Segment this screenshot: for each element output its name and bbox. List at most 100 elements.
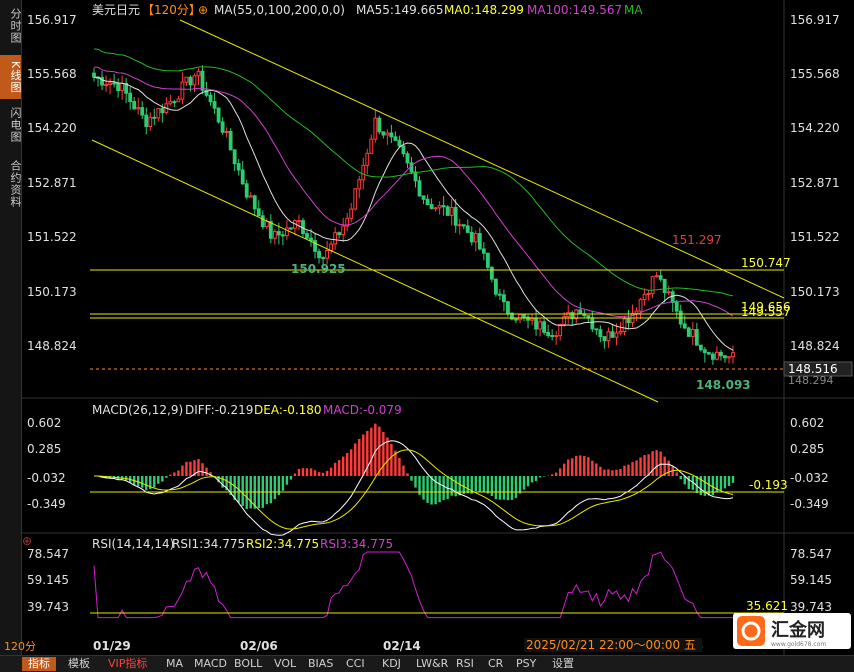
candle-up (192, 75, 197, 86)
tab-bias[interactable]: BIAS (308, 657, 334, 670)
macd-diff-line (94, 440, 734, 536)
ma-params: MA(55,0,100,200,0,0) (214, 3, 345, 17)
tab-kdj[interactable]: KDJ (382, 657, 401, 670)
candle-down (401, 145, 406, 155)
candle-up (538, 321, 542, 330)
candle-up (108, 82, 112, 85)
candle-down (128, 92, 133, 102)
candle-up (248, 195, 253, 198)
ma-tail: MA (624, 3, 643, 17)
tab-rsi[interactable]: RSI (456, 657, 474, 670)
candle-down (542, 321, 547, 333)
candle-up (285, 227, 289, 237)
candle-down (602, 336, 607, 342)
candle-down (244, 183, 249, 198)
right-rsi-tick-2: 59.145 (790, 573, 832, 587)
candle-down (289, 227, 293, 230)
candle-down (160, 108, 165, 114)
right-tick-4: 152.871 (790, 176, 840, 190)
tab-flash[interactable]: 闪电图 (9, 107, 22, 143)
candle-up (325, 250, 330, 259)
candle-down (280, 234, 285, 237)
candle-up (473, 233, 478, 243)
candle-down (481, 248, 486, 254)
upper-trendline[interactable] (179, 19, 785, 299)
tab-template[interactable]: 模板 (68, 657, 90, 670)
candle-down (220, 121, 225, 133)
ma100-value: MA100:149.567 (527, 3, 622, 17)
right-tick-2: 155.568 (790, 67, 840, 81)
candle-up (180, 81, 185, 100)
candle-up (727, 356, 731, 359)
candle-up (196, 70, 201, 77)
sidebar: 分时图 K线图 闪电图 合约资料 (0, 0, 22, 655)
candle-down (662, 278, 667, 294)
candle-up (264, 221, 269, 228)
candle-down (92, 72, 96, 78)
left-tick-7: 148.824 (27, 339, 77, 353)
right-tick-1: 156.917 (790, 13, 840, 27)
price-tag-box (783, 361, 853, 377)
tab-ma[interactable]: MA (166, 657, 184, 670)
ma-white-line (93, 76, 734, 351)
tab-boll[interactable]: BOLL (234, 657, 263, 670)
candle-down (469, 231, 474, 243)
macd-value: MACD:-0.079 (323, 403, 402, 417)
tab-psy[interactable]: PSY (516, 657, 537, 670)
left-macd-tick-4: -0.349 (27, 497, 66, 511)
chart-canvas[interactable]: 美元日元 【120分】 ⊕ MA(55,0,100,200,0,0) MA55:… (0, 0, 854, 655)
candle-up (329, 243, 334, 252)
left-tick-2: 155.568 (27, 67, 77, 81)
ma55-value: MA55:149.665 (356, 3, 444, 17)
left-rsi-tick-3: 39.743 (27, 600, 69, 614)
candle-down (550, 335, 555, 338)
tab-kline[interactable]: K线图 (0, 55, 22, 99)
tab-cr[interactable]: CR (488, 657, 504, 670)
collapse-icon[interactable]: ⊕ (22, 534, 32, 548)
macd-dea-line (94, 449, 734, 530)
candle-down (594, 328, 599, 331)
tab-cci[interactable]: CCI (346, 657, 365, 670)
candle-up (349, 208, 354, 219)
candle-down (216, 107, 221, 123)
candle-up (554, 335, 559, 338)
tab-settings[interactable]: 设置 (552, 657, 574, 670)
candle-down (706, 352, 711, 355)
candle-down (397, 139, 402, 147)
candle-down (232, 149, 237, 165)
settings-icon[interactable]: ⊕ (198, 3, 208, 17)
logo-icon (737, 616, 765, 646)
tab-lwr[interactable]: LW&R (416, 657, 449, 670)
candle-up (666, 291, 671, 294)
candle-up (341, 225, 346, 236)
candle-down (658, 275, 663, 280)
tab-contract[interactable]: 合约资料 (9, 160, 22, 208)
tab-timeshare[interactable]: 分时图 (9, 8, 22, 44)
candle-down (276, 231, 281, 236)
bottom-toolbar: 指标 模板 VIP指标 MA MACD BOLL VOL BIAS CCI KD… (0, 655, 854, 672)
cursor-time: 2025/02/21 22:00～00:00 五 (526, 638, 696, 652)
right-tick-5: 151.522 (790, 230, 840, 244)
tab-vol[interactable]: VOL (274, 657, 297, 670)
candle-down (465, 225, 470, 233)
candle-down (510, 312, 514, 320)
logo: 汇金网 www.gold678.com (733, 613, 851, 649)
tab-vip[interactable]: VIP指标 (108, 657, 148, 670)
time-cursor-box (524, 638, 702, 652)
right-macd-tick-3: -0.032 (790, 471, 829, 485)
candle-down (626, 318, 631, 324)
tab-indicator[interactable]: 指标 (22, 657, 56, 671)
rsi2-value: RSI2:34.775 (246, 537, 319, 551)
candle-down (682, 323, 687, 329)
candle-up (176, 98, 181, 103)
candle-down (389, 132, 394, 138)
period-selector[interactable]: 120分 (4, 640, 36, 653)
right-rsi-tick-3: 39.743 (790, 600, 832, 614)
candle-down (116, 82, 121, 92)
candle-up (646, 293, 651, 296)
candle-down (674, 301, 679, 312)
rsi-level-label: 35.621 (746, 599, 788, 613)
candle-up (622, 318, 627, 333)
tab-macd[interactable]: MACD (194, 657, 227, 670)
lower-trendline[interactable] (91, 139, 659, 403)
